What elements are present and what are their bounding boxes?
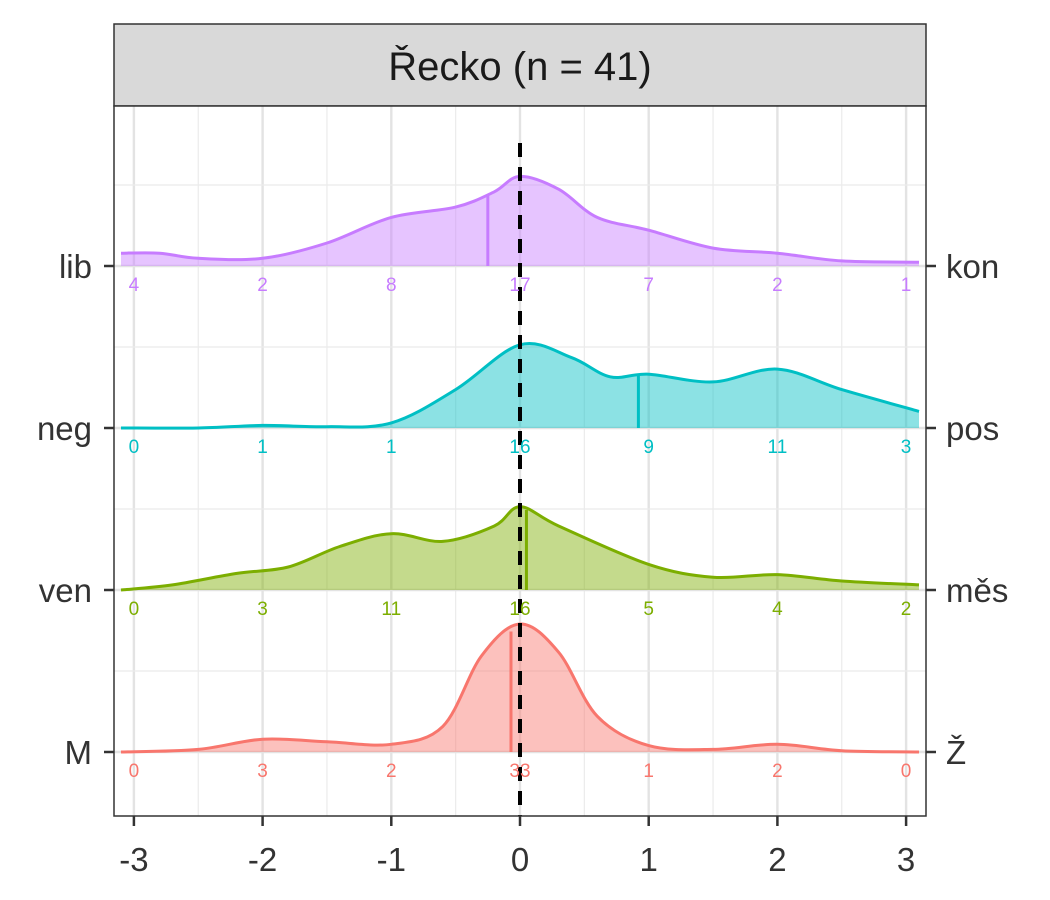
y-axis-label-left: neg — [37, 410, 92, 447]
count-label: 33 — [509, 761, 530, 782]
count-label: 11 — [381, 599, 401, 620]
count-label: 1 — [386, 437, 397, 458]
x-axis-tick-label: 2 — [768, 841, 786, 878]
axes: lib kon neg pos ven měs M Ž -3 -2 -1 0 1 2 3 — [37, 248, 1008, 878]
x-axis-tick-label: 0 — [511, 841, 529, 878]
count-label: 16 — [509, 599, 530, 620]
count-label: 5 — [643, 599, 654, 620]
density-line-lib — [120, 174, 920, 264]
count-label: 1 — [901, 275, 912, 296]
count-label: 8 — [386, 275, 397, 296]
x-axis-tick-label: 3 — [897, 841, 915, 878]
y-axis-label-right: měs — [946, 572, 1008, 609]
count-label: 0 — [129, 761, 140, 782]
count-label: 17 — [509, 275, 530, 296]
count-label: 1 — [257, 437, 268, 458]
x-axis-tick-label: 1 — [640, 841, 658, 878]
count-label: 9 — [643, 437, 654, 458]
count-label: 2 — [901, 599, 912, 620]
count-labels: 4 2 8 17 7 2 10 1 1 16 9 11 30 3 11 16 5 4 20 3 2 33 1 2 0 — [129, 275, 912, 782]
x-axis-tick-label: -1 — [377, 841, 406, 878]
y-axis-label-right: kon — [946, 248, 999, 285]
count-label: 0 — [129, 599, 140, 620]
panel-title: Řecko (n = 41) — [388, 44, 651, 89]
density-line-ven — [120, 505, 920, 592]
x-axis-tick-label: -2 — [248, 841, 277, 878]
count-label: 2 — [386, 761, 397, 782]
count-label: 16 — [509, 437, 530, 458]
count-label: 2 — [257, 275, 268, 296]
density-area-m — [121, 623, 919, 752]
count-label: 2 — [772, 761, 783, 782]
strip-background — [113, 23, 927, 107]
count-label: 2 — [772, 275, 783, 296]
count-label: 11 — [768, 437, 788, 458]
y-axis-label-left: M — [65, 734, 93, 771]
density-line-neg — [120, 342, 920, 430]
density-area-ven — [121, 506, 919, 590]
count-label: 1 — [643, 761, 654, 782]
count-label: 3 — [901, 437, 912, 458]
count-label: 0 — [901, 761, 912, 782]
x-axis-tick-label: -3 — [119, 841, 148, 878]
y-axis-label-left: ven — [39, 572, 92, 609]
count-label: 4 — [772, 599, 783, 620]
count-label: 3 — [257, 599, 268, 620]
count-label: 3 — [257, 761, 268, 782]
count-label: 4 — [129, 275, 140, 296]
y-axis-label-right: pos — [946, 410, 999, 447]
count-label: 7 — [643, 275, 654, 296]
count-label: 0 — [129, 437, 140, 458]
y-axis-label-right: Ž — [946, 734, 966, 771]
y-axis-label-left: lib — [59, 248, 92, 285]
